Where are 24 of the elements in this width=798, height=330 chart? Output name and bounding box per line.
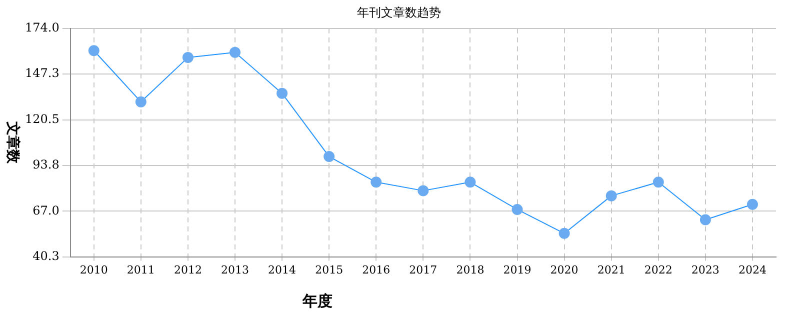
y-tick-label: 120.5: [24, 112, 60, 126]
x-tick-label: 2017: [409, 263, 438, 276]
x-tick-label: 2016: [362, 263, 390, 276]
x-tick-label: 2010: [80, 263, 108, 276]
x-axis-title: 年度: [301, 292, 332, 310]
y-tick-label: 40.3: [32, 248, 60, 263]
x-tick-label: 2012: [174, 263, 202, 276]
chart-title: 年刊文章数趋势: [357, 5, 441, 20]
y-tick-label: 67.0: [32, 203, 60, 218]
x-tick-label: 2011: [126, 263, 155, 276]
x-tick-label: 2023: [691, 263, 720, 276]
x-tick-label: 2024: [738, 263, 766, 276]
y-tick-label: 174.0: [24, 20, 60, 35]
x-tick-label: 2015: [315, 263, 344, 276]
y-tick-label: 147.3: [24, 66, 60, 80]
x-tick-label: 2018: [456, 263, 484, 276]
x-tick-label: 2021: [597, 263, 626, 276]
y-axis-title: 文章数: [4, 120, 22, 165]
x-tick-label: 2020: [550, 263, 578, 276]
y-tick-label: 93.8: [32, 158, 60, 172]
x-tick-label: 2022: [644, 263, 672, 276]
x-tick-label: 2019: [503, 263, 532, 276]
x-tick-label: 2014: [268, 263, 296, 276]
x-tick-label: 2013: [221, 263, 250, 276]
